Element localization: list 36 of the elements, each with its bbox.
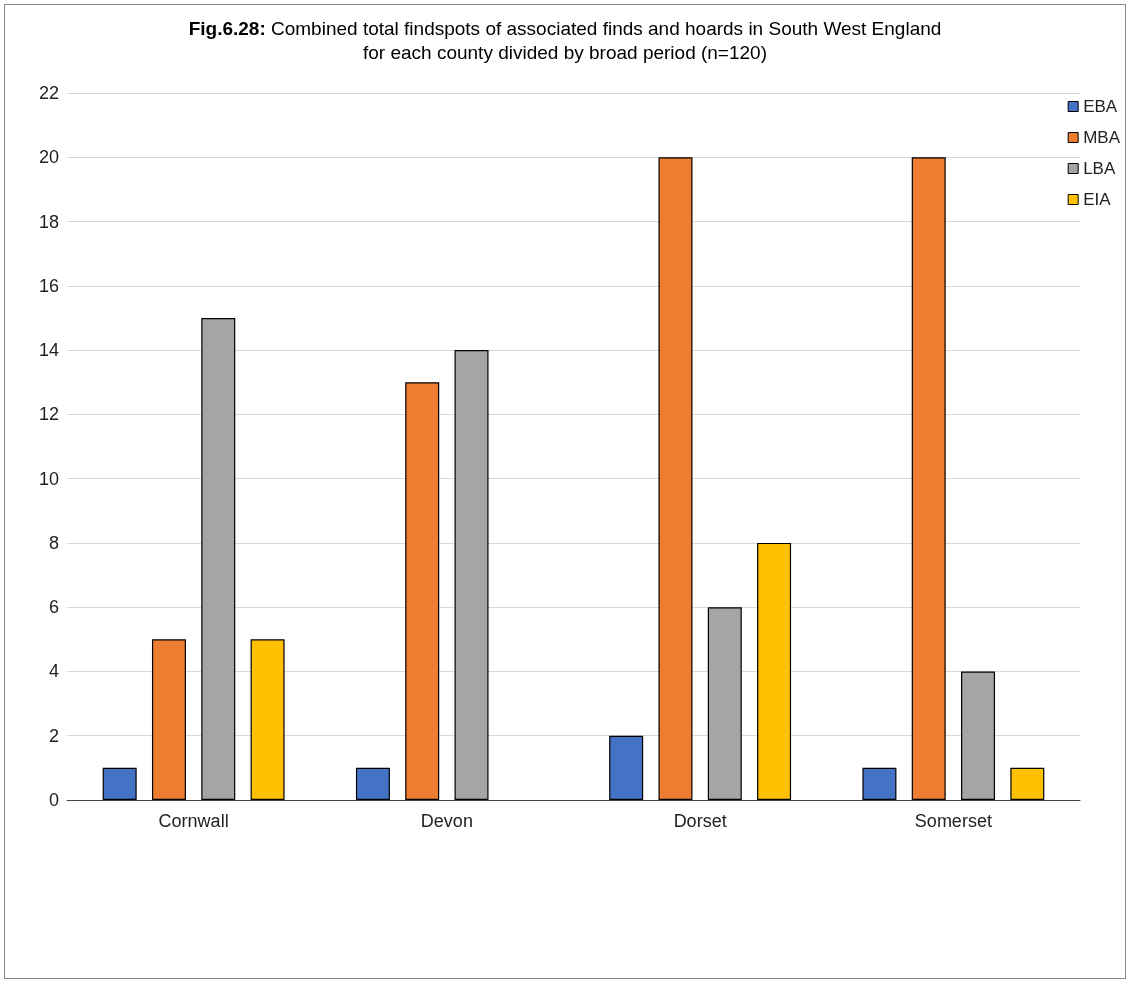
bar: [911, 157, 946, 800]
y-tick-label: 22: [38, 83, 59, 103]
bar: [454, 350, 489, 800]
bar: [658, 157, 693, 800]
bar: [609, 735, 644, 800]
y-tick-label: 12: [38, 404, 59, 425]
bar: [862, 767, 897, 800]
y-tick-label: 4: [48, 661, 59, 682]
bar: [1010, 767, 1045, 800]
legend-label: EIA: [1083, 190, 1112, 209]
x-tick-label: Dorset: [673, 811, 727, 831]
legend-label: EBA: [1083, 97, 1118, 116]
y-tick-label: 14: [38, 340, 59, 361]
y-tick-label: 10: [38, 468, 59, 489]
legend-label: MBA: [1083, 128, 1121, 147]
x-tick-label: Cornwall: [158, 811, 229, 831]
chart-title: Fig.6.28: Combined total findspots of associated finds and hoards in South West England for each county divided by broad period (n=120): [187, 17, 943, 65]
y-tick-label: 18: [38, 211, 59, 232]
y-tick-label: 20: [38, 147, 59, 168]
x-tick-label: Devon: [420, 811, 473, 831]
x-tick-label: Somerset: [914, 811, 992, 831]
y-tick-label: 2: [48, 725, 59, 746]
bar: [405, 382, 440, 800]
bar: [151, 639, 186, 800]
bar: [201, 317, 236, 800]
legend-label: LBA: [1083, 159, 1116, 178]
bar: [355, 767, 390, 800]
bar: [961, 671, 996, 800]
bar: [250, 639, 285, 800]
bar: [757, 542, 792, 800]
y-tick-label: 8: [48, 532, 59, 553]
bar: [707, 607, 742, 800]
bar: [102, 767, 137, 800]
y-tick-label: 6: [48, 597, 59, 618]
y-tick-label: 0: [48, 790, 59, 810]
y-tick-label: 16: [38, 275, 59, 296]
